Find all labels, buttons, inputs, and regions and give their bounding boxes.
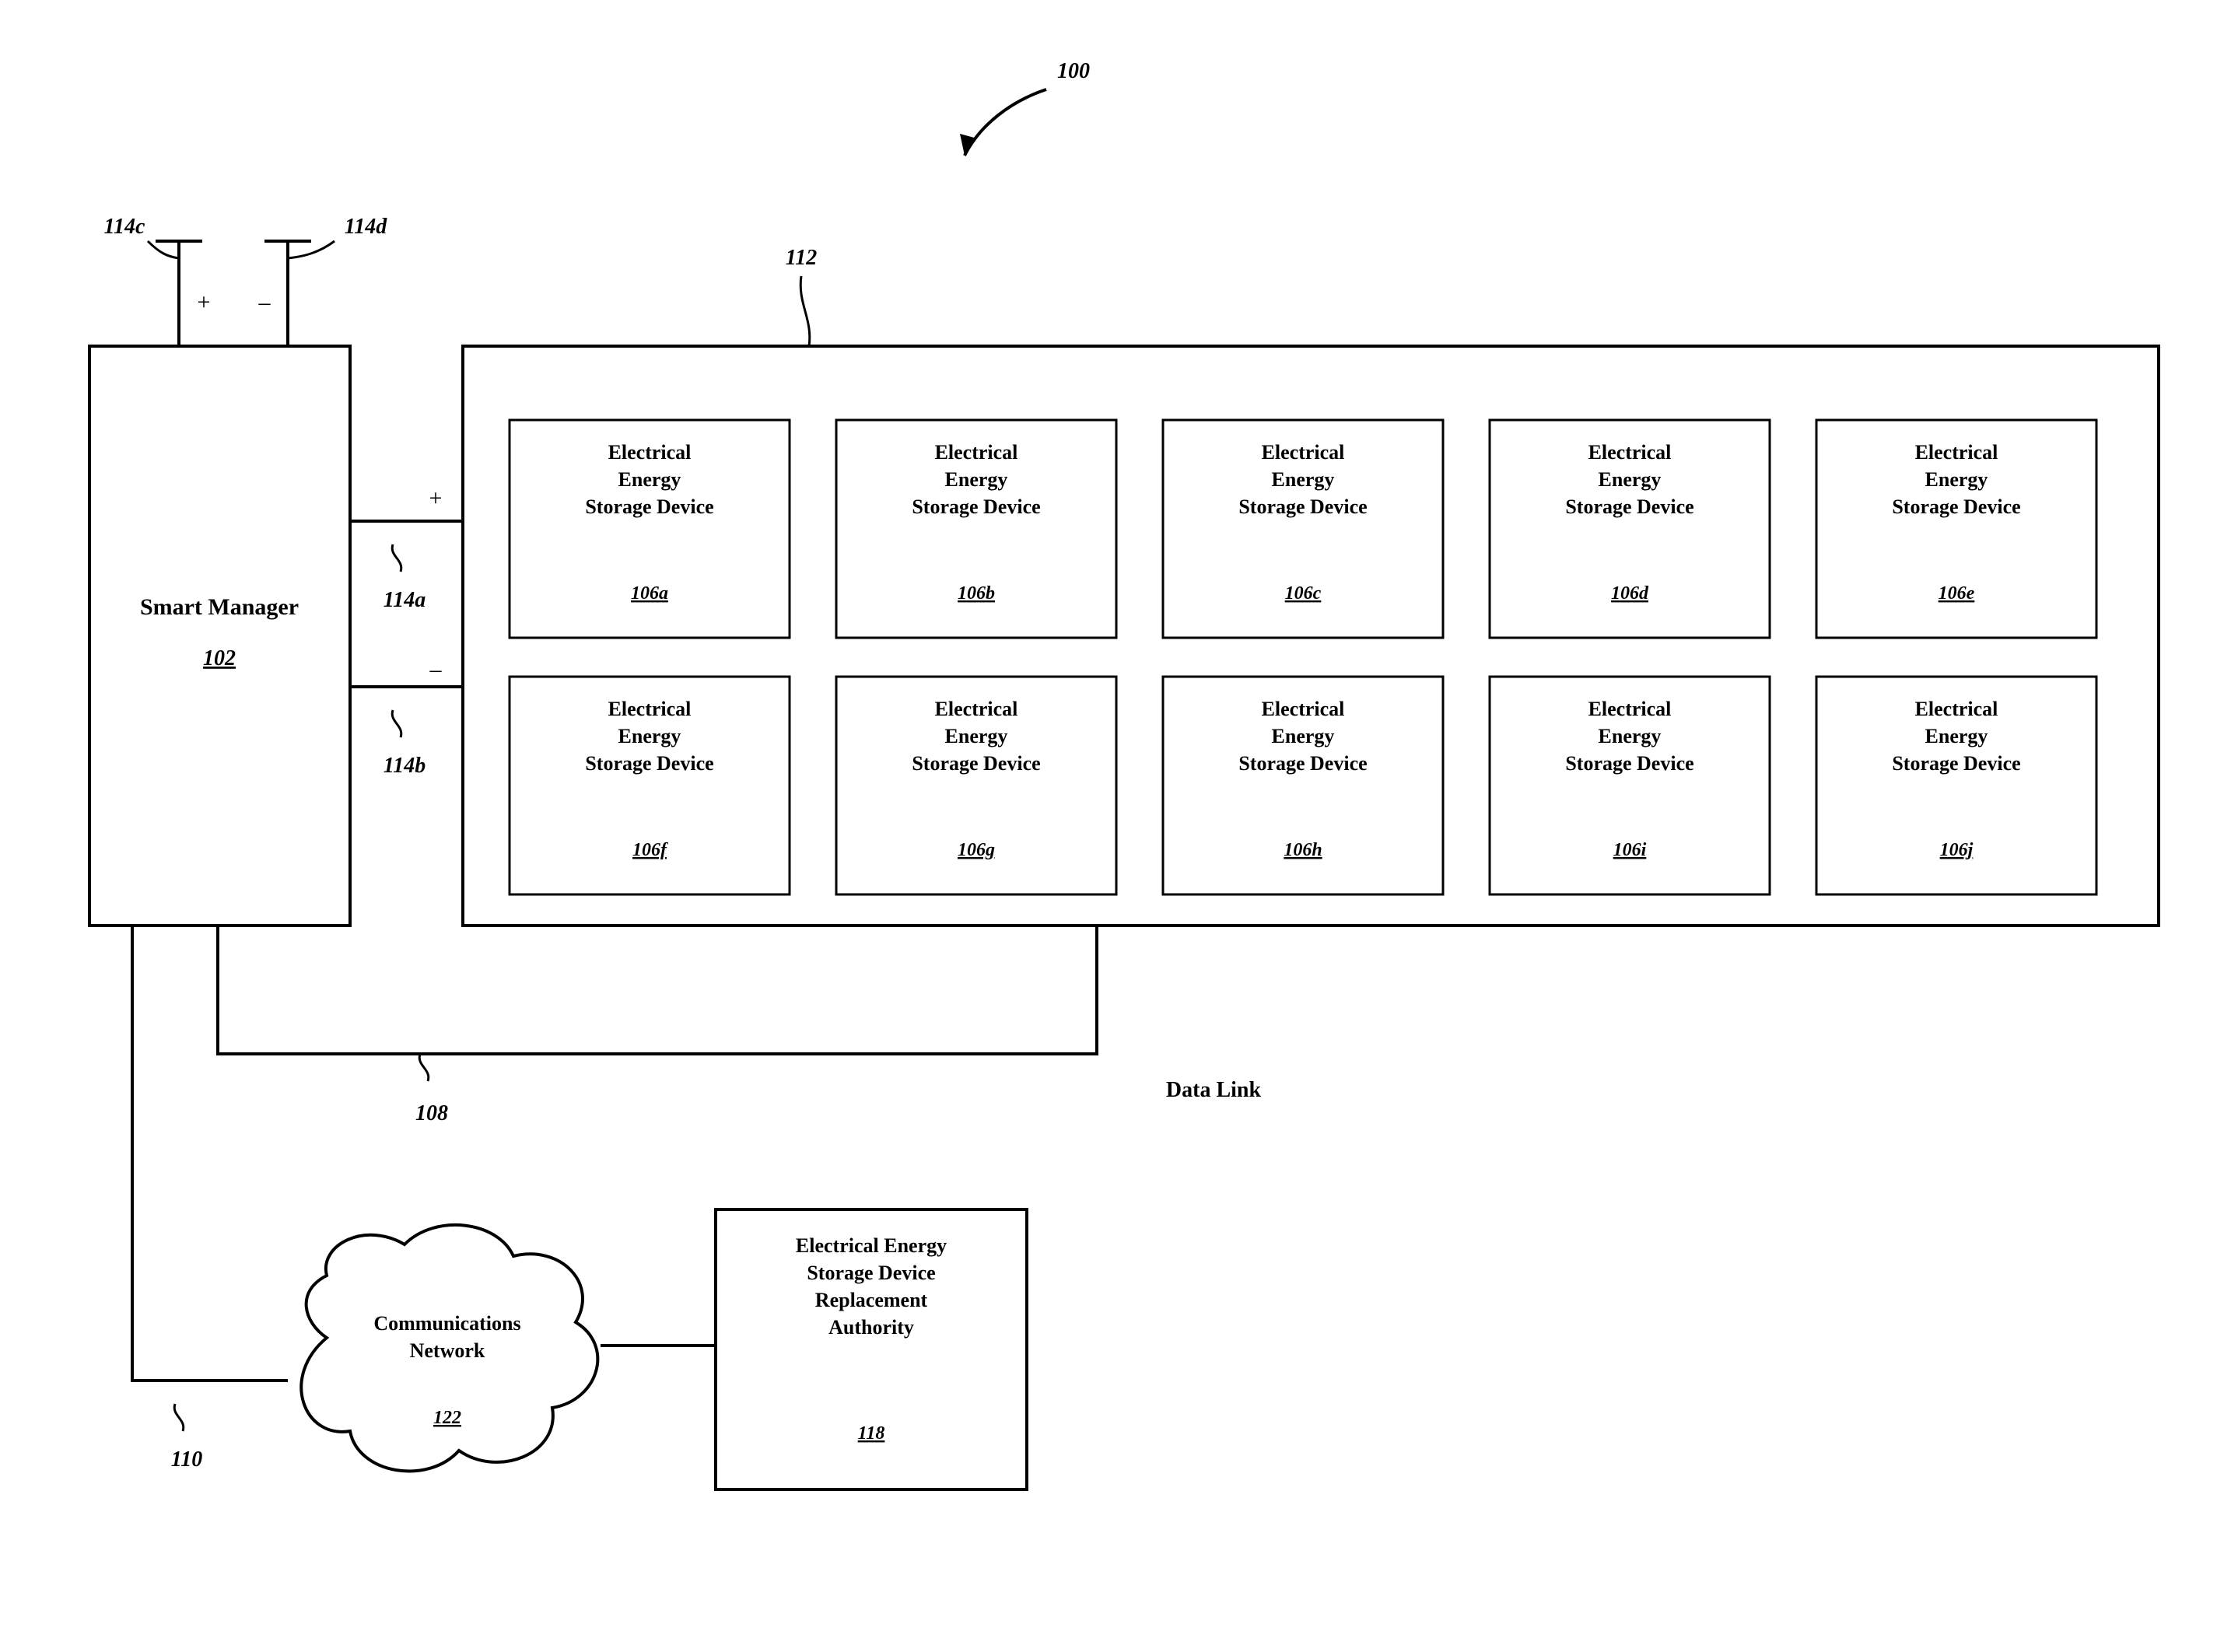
svg-text:118: 118 <box>858 1423 885 1444</box>
svg-text:Energy: Energy <box>1599 725 1662 747</box>
device-106h: Electrical Energy Storage Device 106h <box>1163 677 1443 894</box>
svg-text:Energy: Energy <box>1272 725 1335 747</box>
svg-text:Authority: Authority <box>828 1316 914 1339</box>
svg-text:Storage Device: Storage Device <box>1565 752 1693 775</box>
device-106a: Electrical Energy Storage Device 106a <box>510 420 790 638</box>
svg-text:Storage Device: Storage Device <box>585 752 713 775</box>
svg-text:Electrical: Electrical <box>608 441 692 464</box>
device-106i: Electrical Energy Storage Device 106i <box>1490 677 1770 894</box>
svg-text:Energy: Energy <box>945 468 1008 491</box>
cloud-ref: 122 <box>433 1408 461 1428</box>
svg-text:Electrical: Electrical <box>1588 698 1672 720</box>
terminal-114d-sign: – <box>258 289 271 315</box>
device-106g: Electrical Energy Storage Device 106g <box>836 677 1116 894</box>
ref-114d: 114d <box>345 215 387 239</box>
svg-text:Storage Device: Storage Device <box>1565 495 1693 518</box>
cloud-122: Communications Network 122 <box>301 1225 597 1472</box>
svg-text:Energy: Energy <box>945 725 1008 747</box>
svg-text:106j: 106j <box>1940 840 1974 860</box>
svg-text:Storage Device: Storage Device <box>1238 495 1367 518</box>
svg-text:Energy: Energy <box>1272 468 1335 491</box>
smart-manager-ref: 102 <box>203 646 236 670</box>
ref-108: 108 <box>415 1101 448 1125</box>
svg-text:Electrical Energy: Electrical Energy <box>796 1234 947 1257</box>
cloud-l1: Communications <box>373 1312 520 1335</box>
svg-text:Electrical: Electrical <box>935 698 1018 720</box>
terminal-114c-sign: + <box>198 289 211 315</box>
device-106b: Electrical Energy Storage Device 106b <box>836 420 1116 638</box>
svg-text:Energy: Energy <box>618 468 681 491</box>
svg-text:106h: 106h <box>1284 840 1322 860</box>
authority-118: Electrical Energy Storage Device Replace… <box>716 1209 1027 1489</box>
svg-text:Energy: Energy <box>618 725 681 747</box>
data-link: Data Link 108 <box>218 926 1261 1125</box>
ref-114c: 114c <box>104 215 145 239</box>
svg-text:Storage Device: Storage Device <box>912 752 1040 775</box>
svg-text:106e: 106e <box>1939 583 1975 604</box>
ref-110: 110 <box>171 1447 202 1472</box>
device-106d: Electrical Energy Storage Device 106d <box>1490 420 1770 638</box>
terminal-114a-sign: + <box>429 485 443 511</box>
svg-text:106f: 106f <box>632 840 668 860</box>
svg-text:Storage Device: Storage Device <box>1892 495 2020 518</box>
terminal-114b-sign: – <box>429 656 443 682</box>
svg-text:Electrical: Electrical <box>1915 441 1998 464</box>
svg-text:106c: 106c <box>1285 583 1322 604</box>
net-link-110: 110 <box>132 926 288 1472</box>
svg-text:106g: 106g <box>958 840 995 860</box>
svg-text:106a: 106a <box>631 583 668 604</box>
svg-text:Electrical: Electrical <box>1588 441 1672 464</box>
ref-114a: 114a <box>384 588 426 612</box>
svg-text:Storage Device: Storage Device <box>912 495 1040 518</box>
svg-text:106i: 106i <box>1613 840 1647 860</box>
svg-text:Electrical: Electrical <box>608 698 692 720</box>
svg-text:Electrical: Electrical <box>1915 698 1998 720</box>
svg-text:106d: 106d <box>1611 583 1649 604</box>
svg-text:106b: 106b <box>958 583 995 604</box>
svg-text:Electrical: Electrical <box>1262 698 1345 720</box>
svg-text:Replacement: Replacement <box>815 1289 928 1311</box>
figure-ref-100: 100 <box>960 59 1090 156</box>
svg-text:Electrical: Electrical <box>935 441 1018 464</box>
ref-112: 112 <box>786 246 817 270</box>
svg-text:Energy: Energy <box>1925 725 1988 747</box>
device-106j: Electrical Energy Storage Device 106j <box>1816 677 2096 894</box>
figure-ref-label: 100 <box>1057 59 1090 83</box>
svg-text:Energy: Energy <box>1925 468 1988 491</box>
smart-manager-box: Smart Manager 102 <box>89 346 350 926</box>
diagram-canvas: 100 + – 114c 114d Smart Manager 102 + 11… <box>0 0 2224 1652</box>
svg-text:Energy: Energy <box>1599 468 1662 491</box>
data-link-label: Data Link <box>1166 1078 1262 1102</box>
device-106e: Electrical Energy Storage Device 106e <box>1816 420 2096 638</box>
mid-terminals: + 114a – 114b <box>350 485 463 778</box>
smart-manager-title: Smart Manager <box>140 594 299 620</box>
device-106c: Electrical Energy Storage Device 106c <box>1163 420 1443 638</box>
device-106f: Electrical Energy Storage Device 106f <box>510 677 790 894</box>
svg-text:Storage Device: Storage Device <box>807 1262 935 1284</box>
svg-text:Storage Device: Storage Device <box>1892 752 2020 775</box>
ref-114b: 114b <box>384 754 426 778</box>
top-terminals: + – 114c 114d <box>104 215 388 346</box>
cloud-l2: Network <box>410 1339 485 1362</box>
svg-text:Electrical: Electrical <box>1262 441 1345 464</box>
svg-text:Storage Device: Storage Device <box>585 495 713 518</box>
svg-text:Storage Device: Storage Device <box>1238 752 1367 775</box>
